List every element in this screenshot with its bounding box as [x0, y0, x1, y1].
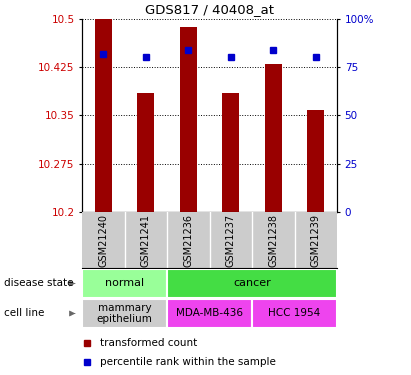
Bar — [307, 110, 324, 212]
Bar — [222, 93, 239, 212]
Text: GSM21238: GSM21238 — [268, 214, 278, 267]
Title: GDS817 / 40408_at: GDS817 / 40408_at — [145, 3, 274, 16]
Bar — [180, 27, 197, 212]
Text: GSM21241: GSM21241 — [141, 214, 151, 267]
Bar — [82, 269, 167, 298]
Bar — [95, 19, 112, 212]
Text: transformed count: transformed count — [100, 338, 197, 348]
Text: cancer: cancer — [233, 279, 271, 288]
Text: percentile rank within the sample: percentile rank within the sample — [100, 357, 276, 367]
Text: GSM21239: GSM21239 — [311, 214, 321, 267]
Text: GSM21240: GSM21240 — [99, 214, 109, 267]
Bar — [167, 269, 337, 298]
Text: HCC 1954: HCC 1954 — [268, 309, 321, 318]
Bar — [252, 299, 337, 328]
Text: cell line: cell line — [4, 309, 44, 318]
Text: GSM21236: GSM21236 — [183, 214, 193, 267]
Text: MDA-MB-436: MDA-MB-436 — [176, 309, 243, 318]
Text: normal: normal — [105, 279, 144, 288]
Bar — [82, 299, 167, 328]
Text: GSM21237: GSM21237 — [226, 214, 236, 267]
Bar — [137, 93, 155, 212]
Bar — [265, 64, 282, 212]
Bar — [167, 299, 252, 328]
Text: disease state: disease state — [4, 279, 74, 288]
Text: mammary
epithelium: mammary epithelium — [97, 303, 152, 324]
